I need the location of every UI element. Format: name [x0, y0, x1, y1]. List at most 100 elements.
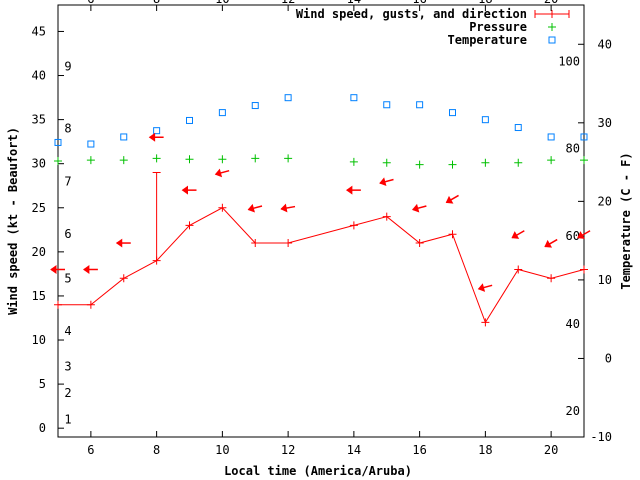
wind-direction-arrow-head: [412, 203, 420, 213]
x-axis-title: Local time (America/Aruba): [224, 464, 412, 478]
wind-speed-line: [58, 207, 585, 324]
wind-speed-point: [86, 300, 95, 309]
beaufort-label: 9: [64, 60, 71, 74]
x-tick-label: 20: [544, 443, 558, 457]
wind-direction-arrow-head: [115, 238, 123, 248]
legend-pressure-label: Pressure: [469, 20, 527, 34]
y-tick-label-right-f: 100: [558, 55, 580, 69]
y-tick-label-left: 5: [39, 377, 46, 391]
pressure-point: [218, 155, 227, 164]
wind-speed-point: [349, 221, 358, 230]
beaufort-label: 7: [64, 174, 71, 188]
temperature-series: [54, 94, 588, 148]
x-tick-label-top: 20: [544, 0, 558, 6]
y-tick-label-right-f: 80: [566, 142, 580, 156]
y-tick-label-right-c: 30: [598, 116, 612, 130]
temperature-point: [87, 140, 95, 148]
y-tick-label-right-c: 0: [605, 351, 612, 365]
x-tick-label: 6: [87, 443, 94, 457]
temperature-point: [186, 116, 193, 124]
legend: Wind speed, gusts, and direction Pressur…: [296, 7, 570, 47]
temperature-point: [383, 101, 391, 109]
plot-frame: [57, 4, 585, 438]
wind-direction-arrow-head: [247, 203, 255, 213]
y-tick-label-right-c: 10: [598, 273, 612, 287]
y-tick-label-right-f: 40: [566, 317, 580, 331]
pressure-point: [448, 160, 457, 169]
legend-wind-label: Wind speed, gusts, and direction: [296, 7, 527, 21]
wind-direction-arrow-head: [148, 132, 156, 142]
temperature-point: [416, 101, 424, 109]
y-tick-label-left: 45: [32, 24, 46, 38]
y-tick-label-right-f: 20: [566, 404, 580, 418]
wind-direction-arrow-head: [50, 265, 57, 274]
beaufort-labels: 1 2 3 4 5 6 7 8 9: [64, 60, 71, 427]
pressure-point: [382, 158, 391, 167]
y-tick-label-left: 35: [32, 113, 46, 127]
axis-tick-labels: 6688101012121414161618182020051015202530…: [32, 0, 612, 457]
pressure-point: [284, 154, 293, 163]
x-tick-label-top: 10: [215, 0, 229, 6]
wind-speed-point: [514, 265, 523, 274]
wind-direction-arrow-head: [346, 185, 353, 195]
wind-direction-arrows: [50, 132, 591, 292]
y-tick-label-right-c: -10: [590, 430, 612, 444]
temperature-point: [481, 116, 489, 124]
x-tick-label-top: 8: [153, 0, 160, 6]
temperature-point: [580, 133, 588, 141]
beaufort-label: 6: [64, 227, 71, 241]
wind-direction-arrow-head: [445, 195, 454, 204]
wind-direction-arrow-head: [511, 231, 520, 239]
wind-direction-arrow-head: [181, 185, 188, 195]
temperature-point: [120, 133, 128, 141]
temperature-point: [284, 94, 292, 102]
pressure-series: [54, 154, 588, 169]
x-tick-label-top: 12: [281, 0, 295, 6]
x-tick-label-top: 16: [412, 0, 426, 6]
y-tick-label-left: 30: [32, 157, 46, 171]
wind-speed-point: [415, 239, 424, 248]
y-tick-label-right-c: 20: [598, 194, 612, 208]
x-tick-label: 16: [412, 443, 426, 457]
x-tick-label-top: 18: [478, 0, 492, 6]
beaufort-label: 2: [64, 386, 71, 400]
axis-ticks: [58, 5, 584, 438]
pressure-point: [152, 154, 161, 163]
temperature-point: [218, 109, 226, 117]
wind-direction-arrow-head: [577, 231, 585, 239]
pressure-point: [415, 160, 424, 169]
y-axis-right-title: Temperature (C - F): [619, 152, 633, 289]
pressure-point: [54, 157, 62, 166]
y-tick-label-left: 10: [32, 333, 46, 347]
x-tick-label: 8: [153, 443, 160, 457]
y-tick-label-left: 20: [32, 245, 46, 259]
temperature-point: [547, 133, 555, 141]
pressure-point: [481, 158, 490, 167]
pressure-point: [514, 158, 523, 167]
wind-speed-point: [251, 239, 260, 248]
pressure-point: [251, 154, 260, 163]
y-tick-label-left: 15: [32, 289, 46, 303]
wind-speed-point: [382, 212, 391, 221]
x-tick-label: 18: [478, 443, 492, 457]
legend-temperature-label: Temperature: [448, 33, 527, 47]
beaufort-label: 5: [64, 271, 71, 285]
wind-speed-point: [580, 265, 588, 274]
wind-direction-arrow-head: [477, 283, 486, 292]
wind-speed-point: [481, 318, 490, 327]
wind-direction-arrow-head: [379, 177, 387, 187]
pressure-point: [185, 155, 194, 164]
temperature-point: [514, 124, 522, 132]
x-tick-label-top: 6: [87, 0, 94, 6]
x-tick-label: 10: [215, 443, 229, 457]
pressure-point: [547, 156, 556, 165]
x-tick-label: 12: [281, 443, 295, 457]
pressure-point: [349, 157, 358, 166]
y-axis-left-title: Wind speed (kt - Beaufort): [6, 127, 20, 315]
y-tick-label-left: 40: [32, 69, 46, 83]
wind-series: [54, 172, 588, 327]
x-tick-label-top: 14: [347, 0, 361, 6]
x-tick-label: 14: [347, 443, 361, 457]
pressure-point: [119, 156, 128, 165]
